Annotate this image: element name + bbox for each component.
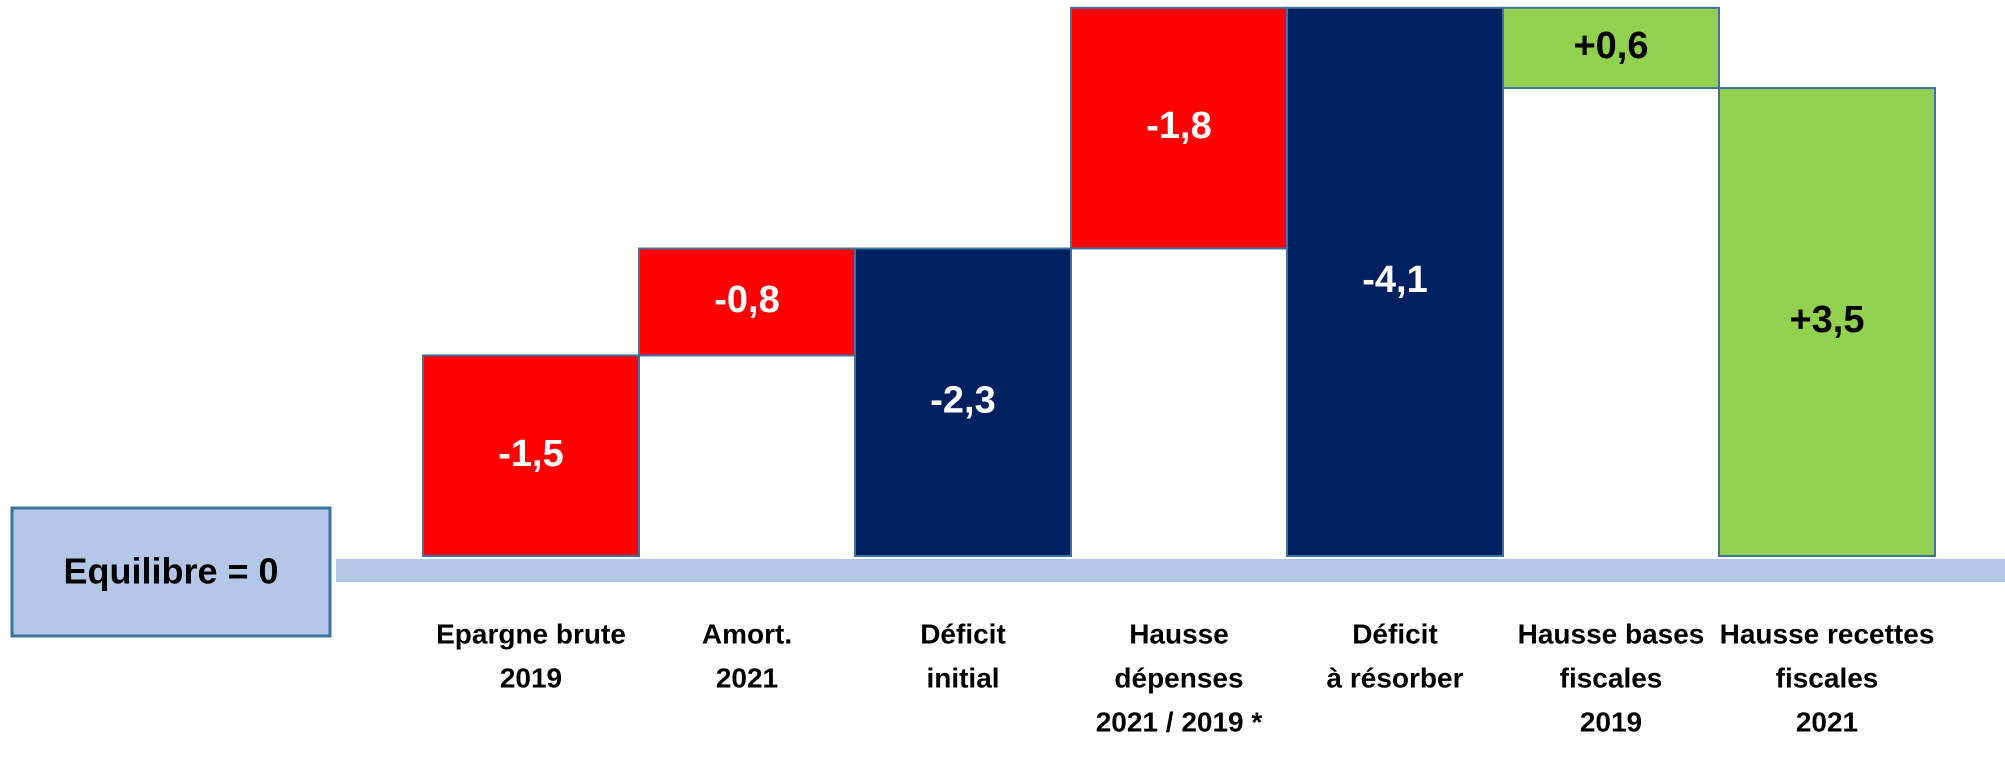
value-label: -0,8	[714, 279, 779, 321]
bar	[854, 247, 1072, 558]
bar	[1502, 6, 1720, 90]
value-label: -4,1	[1362, 259, 1427, 301]
x-tick-label: à résorber	[1327, 662, 1464, 693]
x-tick-label: Hausse bases	[1518, 618, 1705, 649]
value-label: -1,5	[498, 433, 563, 475]
x-tick-label: dépenses	[1114, 662, 1243, 693]
x-tick-label: Déficit	[1352, 618, 1438, 649]
x-tick-label: Déficit	[920, 618, 1006, 649]
equilibrium-label: Equilibre = 0	[63, 551, 278, 592]
x-tick-label: Hausse	[1129, 618, 1229, 649]
x-tick-label: Epargne brute	[436, 618, 626, 649]
x-tick-label: initial	[926, 662, 999, 693]
value-label: -2,3	[930, 379, 995, 421]
bar	[1286, 6, 1504, 557]
x-tick-label: 2021 / 2019 *	[1096, 706, 1263, 737]
x-tick-label: 2019	[500, 662, 562, 693]
equilibrium-box	[10, 506, 332, 638]
x-tick-label: fiscales	[1560, 662, 1663, 693]
bar	[1070, 6, 1288, 250]
x-tick-label: 2021	[1796, 706, 1858, 737]
x-tick-label: Hausse recettes	[1720, 618, 1935, 649]
value-label: +0,6	[1573, 25, 1648, 67]
x-tick-label: Amort.	[702, 618, 792, 649]
x-tick-label: 2021	[716, 662, 778, 693]
bar	[1718, 87, 1936, 558]
x-tick-label: fiscales	[1776, 662, 1879, 693]
x-tick-label: 2019	[1580, 706, 1642, 737]
bar	[422, 354, 640, 558]
value-label: -1,8	[1146, 105, 1211, 147]
value-label: +3,5	[1789, 299, 1864, 341]
bar	[638, 247, 856, 357]
baseline	[336, 559, 2005, 582]
